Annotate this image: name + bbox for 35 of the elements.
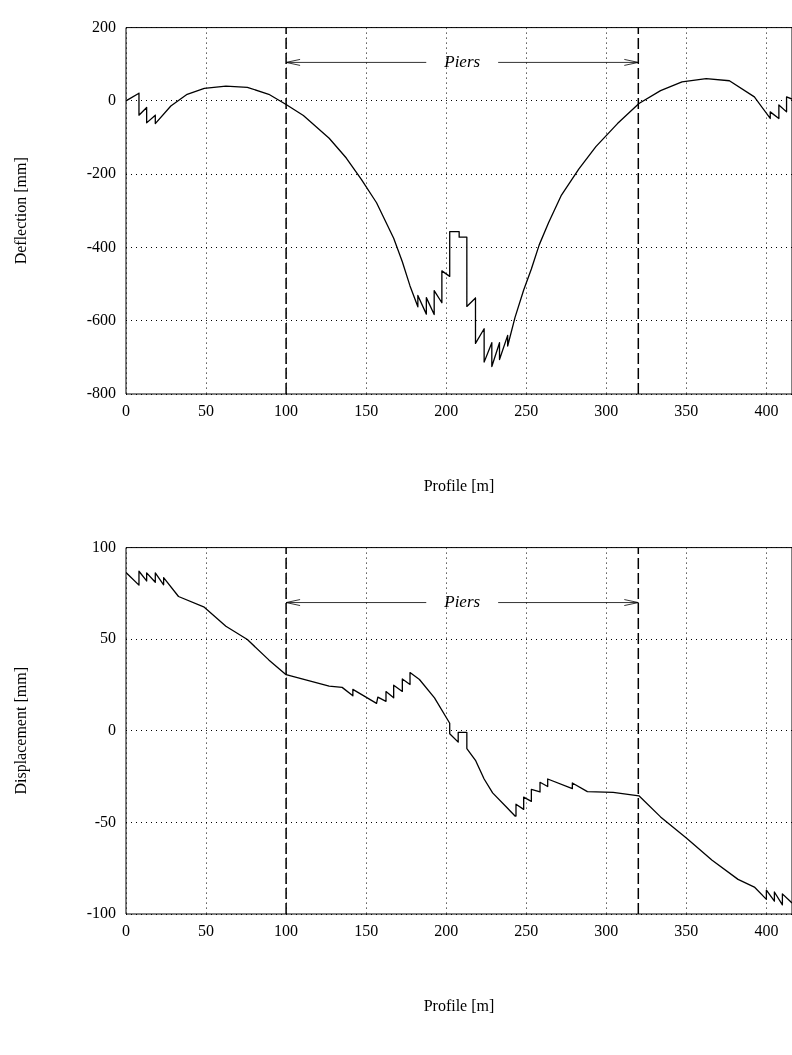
x-tick-label: 0 — [122, 401, 130, 419]
y-tick-label: -400 — [86, 237, 116, 255]
annotation: Piers — [443, 51, 481, 71]
y-tick-label: 50 — [100, 629, 116, 647]
y-tick-label: 0 — [108, 91, 116, 109]
y-tick-label: -100 — [86, 904, 116, 922]
x-axis-title: Profile [m] — [423, 996, 495, 1014]
x-tick-label: 400 — [754, 921, 779, 939]
x-tick-label: 100 — [274, 921, 299, 939]
y-tick-label: 100 — [92, 537, 116, 555]
x-tick-label: 100 — [274, 401, 299, 419]
x-tick-label: 300 — [594, 921, 619, 939]
y-axis-title: Displacement [mm] — [11, 667, 30, 795]
x-tick-label: 50 — [198, 401, 215, 419]
x-tick-label: 350 — [674, 401, 699, 419]
x-tick-label: 150 — [354, 401, 379, 419]
y-tick-label: 0 — [108, 721, 116, 738]
y-tick-label: -800 — [86, 384, 116, 402]
x-tick-label: 150 — [354, 921, 379, 939]
x-tick-label: 200 — [434, 401, 459, 419]
x-tick-label: 0 — [122, 921, 130, 939]
annotation: Piers — [443, 592, 481, 612]
x-tick-label: 250 — [514, 921, 539, 939]
y-tick-label: -600 — [86, 310, 116, 328]
x-tick-label: 50 — [198, 921, 215, 939]
x-axis-title: Profile [m] — [423, 476, 495, 494]
y-tick-label: -50 — [94, 812, 116, 830]
y-axis-title: Deflection [mm] — [11, 157, 29, 265]
x-tick-label: 250 — [514, 401, 539, 419]
x-tick-label: 300 — [594, 401, 619, 419]
x-tick-label: 350 — [674, 921, 699, 939]
x-tick-label: 400 — [754, 401, 779, 419]
y-tick-label: 200 — [92, 17, 116, 35]
y-tick-label: -200 — [86, 164, 116, 182]
x-tick-label: 200 — [434, 921, 459, 939]
